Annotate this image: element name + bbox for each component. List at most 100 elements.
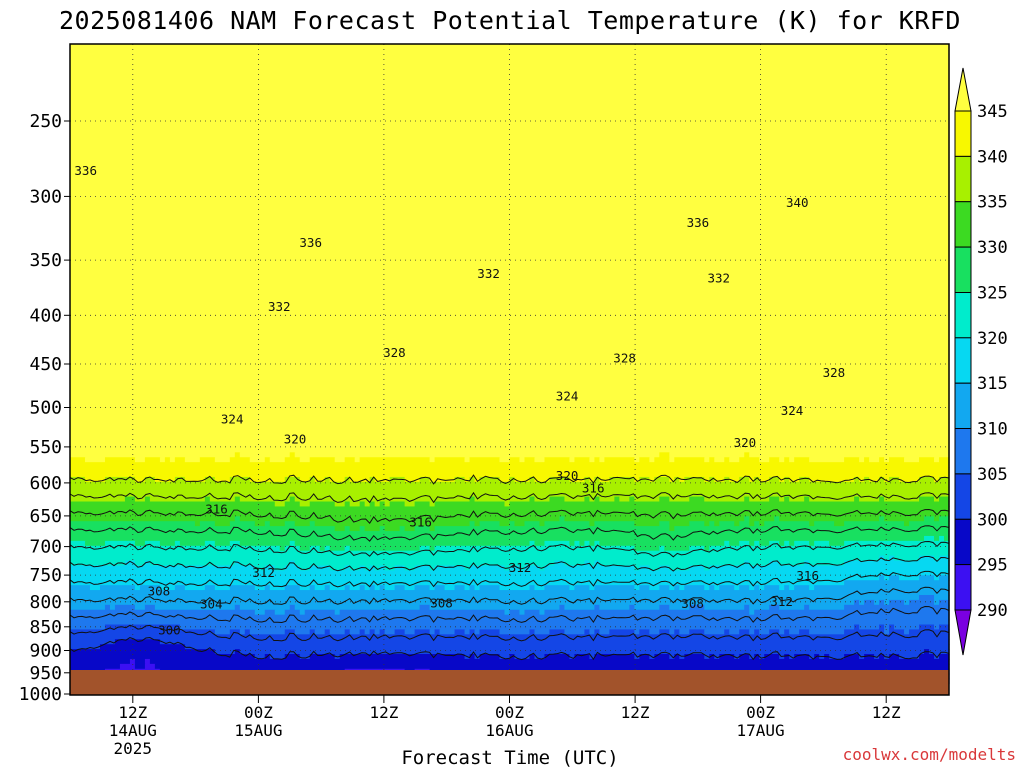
fill-cell: [70, 344, 950, 350]
fill-cell: [654, 654, 670, 660]
fill-cell: [359, 585, 366, 591]
fill-cell: [714, 585, 720, 591]
fill-cell: [904, 457, 920, 463]
fill-cell: [869, 476, 880, 483]
fill-cell: [394, 565, 406, 571]
fill-cell: [714, 654, 720, 660]
fill-cell: [574, 457, 591, 463]
fill-cell: [594, 585, 635, 591]
fill-cell: [479, 476, 501, 483]
fill-cell: [70, 334, 950, 340]
contour-label-text: 320: [734, 435, 757, 450]
fill-cell: [739, 457, 760, 463]
fill-cell: [529, 585, 536, 591]
fill-cell: [229, 476, 251, 483]
fill-cell: [499, 585, 531, 591]
fill-cell: [429, 526, 436, 532]
fill-cell: [229, 540, 241, 547]
fill-cell: [509, 609, 521, 616]
contour-label-text: 336: [74, 163, 97, 178]
fill-cell: [669, 565, 690, 571]
fill-cell: [664, 545, 690, 552]
fill-cell: [70, 585, 91, 591]
fill-cell: [809, 521, 815, 527]
fill-cell: [294, 604, 421, 611]
fill-cell: [749, 604, 770, 611]
fill-cell: [874, 599, 880, 606]
fill-cell: [214, 521, 231, 527]
colorbar-bottom-arrow: [954, 609, 972, 656]
fill-cell: [70, 624, 106, 631]
fill-cell: [434, 585, 446, 591]
fill-cell: [544, 457, 571, 463]
fill-cell: [939, 535, 945, 542]
x-tick-label: 12Z: [872, 703, 901, 722]
fill-cell: [429, 604, 561, 611]
fill-cell: [239, 604, 291, 611]
contour-label-text: 316: [205, 502, 228, 517]
fill-cell: [704, 654, 710, 660]
fill-cell: [70, 132, 950, 139]
y-tick-label: 800: [29, 592, 62, 613]
fill-cell: [844, 580, 950, 586]
fill-cell: [334, 526, 346, 532]
contour-label-text: 320: [556, 468, 579, 483]
fill-cell: [884, 496, 920, 503]
fill-cell: [159, 585, 176, 591]
fill-cell: [239, 540, 291, 547]
fill-cell: [204, 540, 216, 547]
fill-cell: [70, 550, 950, 557]
fill-cell: [904, 629, 910, 635]
fill-cell: [934, 516, 940, 522]
fill-cell: [794, 585, 810, 591]
fill-cell: [289, 540, 296, 547]
fill-cell: [114, 639, 161, 645]
fill-cell: [589, 457, 595, 463]
fill-cell: [554, 560, 566, 567]
fill-cell: [859, 624, 880, 631]
fill-cell: [899, 575, 920, 581]
fill-cell: [809, 604, 845, 611]
fill-cell: [704, 476, 710, 483]
fill-cell: [239, 649, 925, 655]
fill-cell: [899, 654, 920, 660]
fill-cell: [70, 403, 950, 409]
fill-cell: [639, 629, 650, 635]
fill-cell: [599, 629, 610, 635]
contour-label: 332: [708, 271, 731, 286]
fill-cell: [844, 457, 860, 463]
fill-cell: [779, 629, 785, 635]
fill-cell: [604, 457, 635, 463]
fill-cell: [769, 496, 780, 503]
fill-cell: [744, 516, 750, 522]
contour-label-text: 300: [158, 623, 181, 638]
fill-cell: [429, 629, 436, 635]
fill-cell: [689, 545, 705, 552]
fill-cell: [264, 565, 276, 571]
fill-cell: [879, 457, 885, 463]
fill-cell: [784, 654, 790, 660]
fill-cell: [234, 516, 241, 522]
fill-cell: [689, 629, 705, 635]
fill-cell: [174, 585, 186, 591]
fill-cell: [70, 235, 950, 242]
fill-cell: [739, 521, 750, 527]
contour-line-328: [69, 525, 950, 542]
fill-cell: [739, 540, 750, 547]
fill-cell: [474, 476, 481, 483]
fill-cell: [239, 560, 291, 567]
fill-cell: [784, 496, 790, 503]
fill-cell: [939, 555, 950, 562]
fill-cell: [134, 457, 146, 463]
fill-cell: [589, 476, 595, 483]
fill-cell: [404, 565, 416, 571]
fill-cell: [234, 604, 241, 611]
fill-cell: [829, 654, 845, 660]
fill-cell: [70, 250, 950, 257]
fill-cell: [464, 565, 471, 571]
fill-cell: [584, 629, 590, 635]
fill-cell: [434, 565, 466, 571]
fill-cell: [634, 629, 640, 635]
fill-cell: [309, 654, 336, 660]
fill-cell: [70, 521, 196, 527]
